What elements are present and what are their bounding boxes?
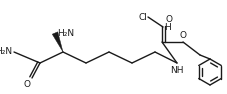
Text: NH: NH <box>170 66 184 75</box>
Polygon shape <box>52 32 63 52</box>
Text: H₂N: H₂N <box>0 47 12 56</box>
Text: H: H <box>164 22 171 31</box>
Text: O: O <box>180 31 187 40</box>
Text: H₂N: H₂N <box>57 28 74 38</box>
Text: O: O <box>23 80 30 89</box>
Text: O: O <box>165 15 172 24</box>
Text: Cl: Cl <box>138 13 147 22</box>
